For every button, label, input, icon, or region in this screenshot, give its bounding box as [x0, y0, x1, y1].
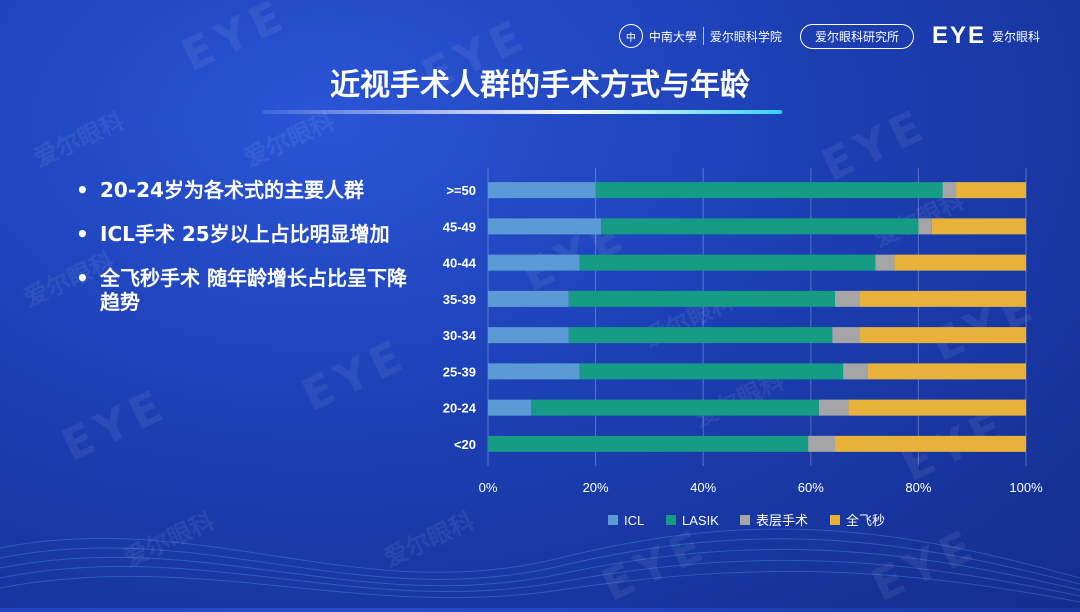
csu-logo: 中 中南大學 爱尔眼科学院 — [618, 24, 782, 48]
header-logos: 中 中南大學 爱尔眼科学院 爱尔眼科研究所 EYE 爱尔眼科 — [618, 22, 1040, 50]
bar-segment — [579, 363, 844, 380]
bar-segment — [818, 399, 849, 416]
legend-label: 全飞秒 — [846, 513, 885, 528]
y-tick-label: 35-39 — [443, 292, 476, 307]
legend-swatch — [740, 515, 750, 525]
y-tick-label: >=50 — [446, 183, 476, 198]
legend-swatch — [608, 515, 618, 525]
y-tick-label: 25-39 — [443, 364, 476, 379]
bar-segment — [859, 327, 1026, 344]
bar-segment — [488, 435, 809, 452]
title-underline — [262, 110, 782, 114]
bar-segment — [835, 290, 860, 307]
bullet-item: 全飞秒手术 随年龄增长占比呈下降趋势 — [76, 266, 416, 314]
x-tick-label: 100% — [1009, 480, 1043, 495]
bar-segment — [843, 363, 868, 380]
bar-segment — [568, 290, 836, 307]
legend-label: ICL — [624, 513, 644, 528]
bar-segment — [832, 327, 860, 344]
bar-segment — [894, 254, 1026, 271]
slide-title: 近视手术人群的手术方式与年龄 — [330, 68, 750, 103]
x-tick-label: 80% — [905, 480, 931, 495]
y-tick-label: 40-44 — [443, 256, 477, 271]
bar-segment — [931, 218, 1026, 235]
x-tick-label: 20% — [583, 480, 609, 495]
bar-segment — [808, 435, 836, 452]
bar-segment — [488, 254, 580, 271]
aier-school-text: 爱尔眼科学院 — [709, 29, 782, 44]
institute-badge: 爱尔眼科研究所 — [799, 23, 914, 49]
eye-logo: EYE 爱尔眼科 — [932, 22, 1040, 50]
watermark-text: EYE — [54, 379, 176, 472]
legend-swatch — [666, 515, 676, 525]
stacked-bar-chart: 0% 20% 40% 60% 80% 100% >=50 45-49 40-44 35-39 30-… — [443, 168, 1043, 528]
bar-segment — [488, 218, 601, 235]
bar-segment — [531, 399, 819, 416]
bar-segment — [918, 218, 932, 235]
bar-segment — [859, 290, 1026, 307]
bar-segment — [488, 290, 569, 307]
x-tick-label: 40% — [690, 480, 716, 495]
x-tick-label: 60% — [798, 480, 824, 495]
bar-segment — [867, 363, 1026, 380]
x-tick-label: 0% — [479, 480, 498, 495]
legend-label: 表层手术 — [756, 513, 808, 528]
bullet-item: ICL手术 25岁以上占比明显增加 — [76, 222, 416, 246]
bar-segment — [488, 182, 596, 199]
logo-separator — [702, 27, 704, 45]
bar-segment — [488, 327, 569, 344]
bar-segment — [488, 363, 580, 380]
csu-badge-icon: 中 — [618, 24, 643, 48]
bar-segment — [488, 399, 532, 416]
y-tick-label: <20 — [454, 437, 476, 452]
y-tick-label: 30-34 — [443, 328, 477, 343]
bar-segment — [835, 435, 1026, 452]
y-tick-label: 45-49 — [443, 219, 476, 234]
legend-label: LASIK — [682, 513, 719, 528]
bar-segment — [595, 182, 943, 199]
bar-segment — [579, 254, 876, 271]
watermark-text: EYE — [294, 329, 416, 422]
bar-segment — [942, 182, 957, 199]
bar-segment — [600, 218, 919, 235]
bullet-item: 20-24岁为各术式的主要人群 — [76, 178, 416, 202]
bar-segment — [848, 399, 1026, 416]
csu-logo-text: 中南大學 — [648, 29, 697, 44]
decorative-waves — [0, 528, 1080, 603]
bar-segment — [875, 254, 895, 271]
watermark-text: 爱尔眼科 — [29, 106, 129, 173]
bullet-list: 20-24岁为各术式的主要人群 ICL手术 25岁以上占比明显增加 全飞秒手术 … — [76, 178, 416, 334]
legend-swatch — [830, 515, 840, 525]
y-tick-label: 20-24 — [443, 401, 477, 416]
bar-segment — [956, 182, 1026, 199]
eye-logo-name: 爱尔眼科 — [991, 29, 1040, 44]
eye-logo-mark: EYE — [931, 22, 986, 49]
bar-segment — [568, 327, 833, 344]
